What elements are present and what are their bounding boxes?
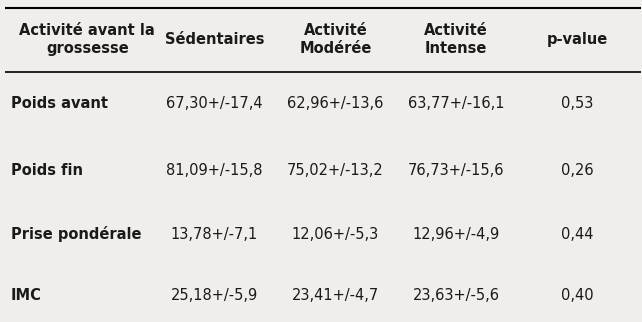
Text: 0,44: 0,44 (560, 227, 593, 242)
Text: Poids fin: Poids fin (11, 163, 83, 178)
Text: p-value: p-value (546, 32, 607, 47)
Text: Sédentaires: Sédentaires (165, 32, 265, 47)
Text: 67,30+/-17,4: 67,30+/-17,4 (166, 96, 263, 111)
Text: Activité
Intense: Activité Intense (424, 24, 488, 56)
Text: 0,26: 0,26 (560, 163, 593, 178)
Text: 13,78+/-7,1: 13,78+/-7,1 (171, 227, 258, 242)
Text: 0,53: 0,53 (561, 96, 593, 111)
Text: 12,06+/-5,3: 12,06+/-5,3 (291, 227, 379, 242)
Text: Activité avant la
grossesse: Activité avant la grossesse (19, 24, 155, 56)
Text: 23,41+/-4,7: 23,41+/-4,7 (291, 288, 379, 303)
Text: Prise pondérale: Prise pondérale (11, 226, 141, 242)
Text: 25,18+/-5,9: 25,18+/-5,9 (171, 288, 258, 303)
Text: 75,02+/-13,2: 75,02+/-13,2 (287, 163, 384, 178)
Text: 76,73+/-15,6: 76,73+/-15,6 (408, 163, 505, 178)
Text: 62,96+/-13,6: 62,96+/-13,6 (287, 96, 383, 111)
Text: IMC: IMC (11, 288, 42, 303)
Text: 23,63+/-5,6: 23,63+/-5,6 (413, 288, 499, 303)
Text: Poids avant: Poids avant (11, 96, 108, 111)
Text: 81,09+/-15,8: 81,09+/-15,8 (166, 163, 263, 178)
Text: 0,40: 0,40 (560, 288, 593, 303)
Text: Activité
Modérée: Activité Modérée (299, 24, 372, 56)
Text: 12,96+/-4,9: 12,96+/-4,9 (413, 227, 499, 242)
Text: 63,77+/-16,1: 63,77+/-16,1 (408, 96, 505, 111)
